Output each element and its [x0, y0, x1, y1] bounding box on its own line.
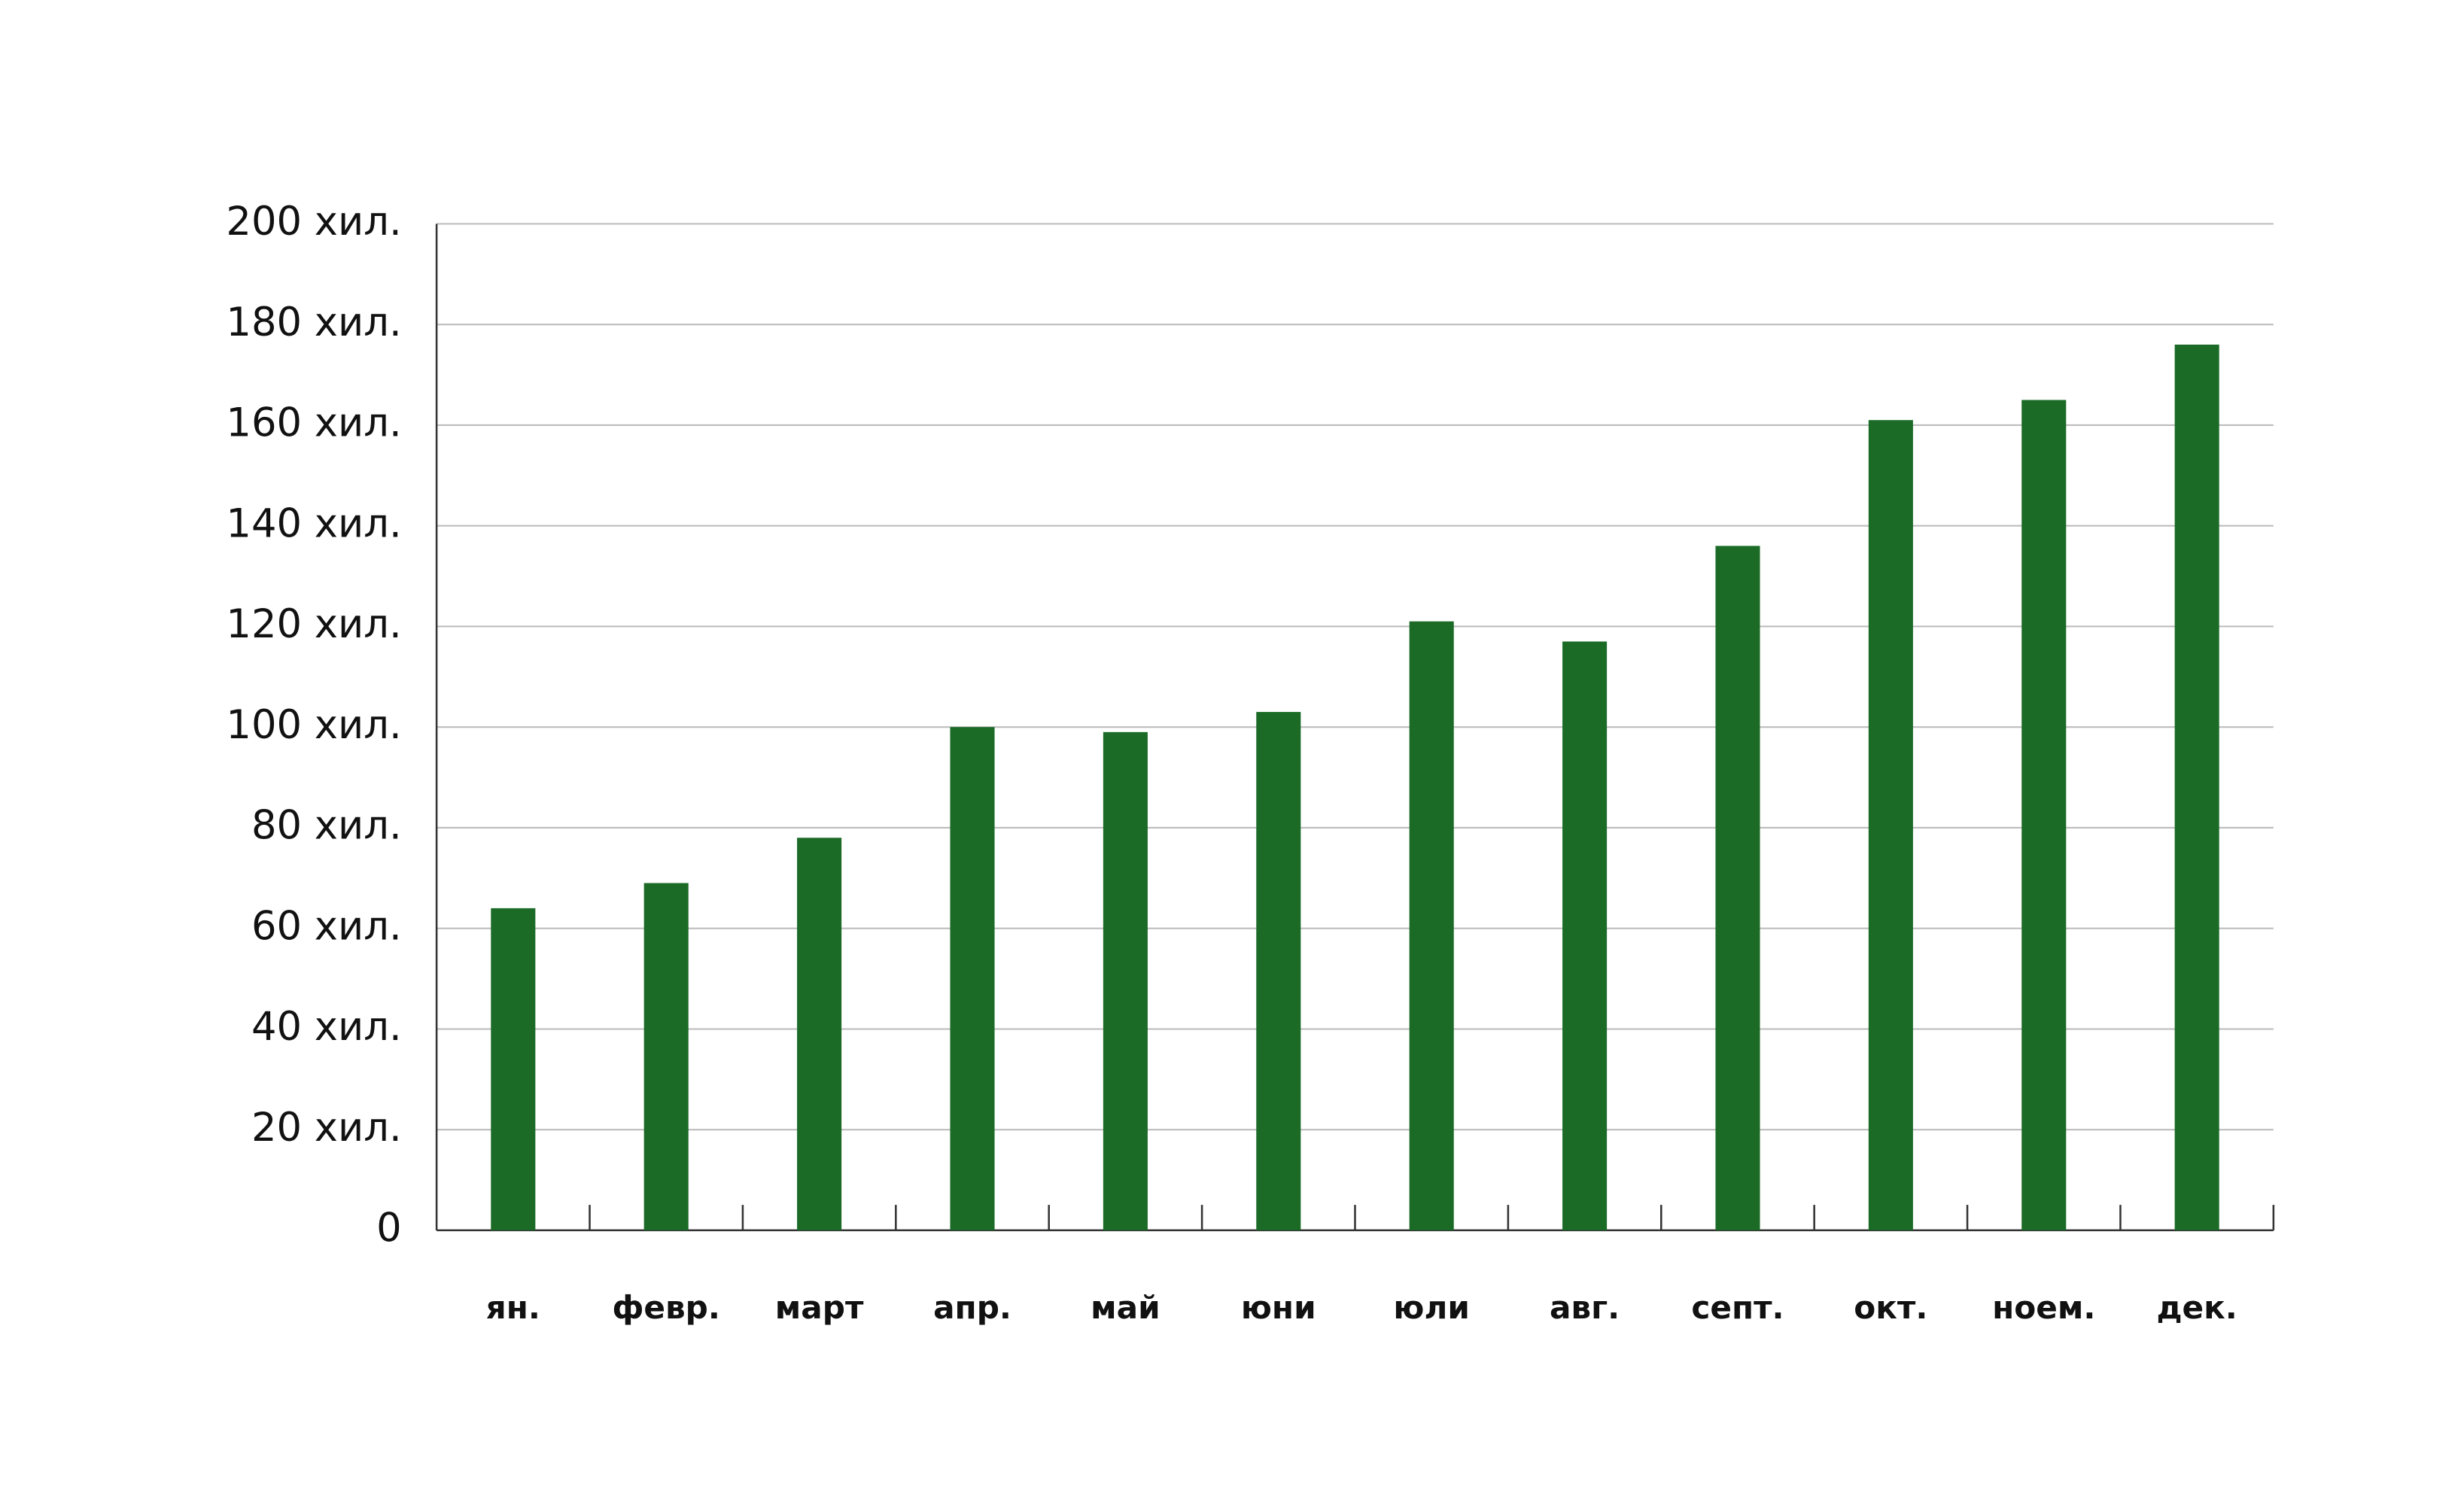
x-tick-label: юни	[1241, 1289, 1316, 1326]
bar	[2021, 400, 2067, 1230]
bar	[1256, 712, 1301, 1230]
x-tick-label: март	[775, 1289, 864, 1326]
y-tick-label: 120 хил.	[226, 601, 401, 647]
bar	[1562, 641, 1608, 1230]
x-tick-label: ноем.	[1992, 1289, 2095, 1326]
y-tick-label: 140 хил.	[226, 500, 401, 546]
bar	[1715, 546, 1760, 1230]
x-tick-label: септ.	[1691, 1289, 1784, 1326]
y-tick-label: 40 хил.	[251, 1004, 402, 1050]
x-tick-label: ян.	[486, 1289, 540, 1326]
x-tick-label: авг.	[1550, 1289, 1620, 1326]
x-tick-label: окт.	[1854, 1289, 1927, 1326]
x-tick-label: юли	[1393, 1289, 1469, 1326]
y-tick-label: 160 хил.	[226, 400, 401, 446]
bar	[1103, 731, 1148, 1230]
x-tick-label: февр.	[613, 1289, 720, 1326]
bar	[643, 883, 689, 1230]
bar	[1409, 621, 1454, 1230]
bar	[797, 838, 842, 1230]
y-tick-label: 100 хил.	[226, 702, 401, 748]
x-tick-label: май	[1091, 1289, 1161, 1326]
bar	[950, 727, 995, 1230]
x-tick-label: апр.	[933, 1289, 1011, 1326]
x-tick-label: дек.	[2156, 1289, 2237, 1326]
y-tick-label: 80 хил.	[251, 803, 402, 849]
y-tick-label: 180 хил.	[226, 300, 401, 345]
y-tick-label: 0	[376, 1206, 402, 1251]
bar	[491, 908, 536, 1230]
bar	[1868, 420, 1913, 1230]
y-tick-label: 200 хил.	[226, 199, 401, 245]
y-tick-label: 60 хил.	[251, 903, 402, 949]
bar	[2174, 344, 2219, 1230]
y-tick-label: 20 хил.	[251, 1105, 402, 1151]
